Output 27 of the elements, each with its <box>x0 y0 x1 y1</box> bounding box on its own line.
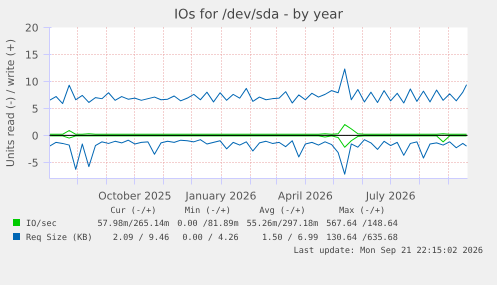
x-tick-label: July 2026 <box>364 190 416 202</box>
y-tick-label: 5 <box>32 102 38 116</box>
y-tick-label: 0 <box>32 129 39 142</box>
legend-label: IO/sec <box>25 218 58 232</box>
text: 567.64 /148.64 <box>325 218 399 232</box>
y-tick-label: 15 <box>24 48 39 62</box>
x-tick-label: October 2025 <box>98 190 172 202</box>
chart-title: IOs for /dev/sda - by year <box>174 8 344 22</box>
legend-label: Req Size (KB) <box>25 232 94 246</box>
text: Avg (-/+) <box>258 205 306 218</box>
y-axis-title: Units read (-) / write (+) <box>4 39 17 167</box>
y-tick-label: 20 <box>24 22 39 34</box>
text: 2.09 / 9.46 <box>112 232 170 246</box>
text: 130.64 /635.68 <box>325 232 399 246</box>
text: Cur (-/+) <box>109 205 158 218</box>
text: 55.26m/297.18m <box>246 218 320 232</box>
x-tick-label: January 2026 <box>184 190 257 202</box>
text: Min (-/+) <box>184 205 232 218</box>
text: 57.98m/265.14m <box>96 218 170 232</box>
y-tick-label: 10 <box>24 75 39 88</box>
text: 0.00 /81.89m <box>176 218 240 232</box>
text: Last update: Mon Sep 21 22:15:02 2026 <box>292 245 484 258</box>
y-tick-label: -5 <box>28 156 39 170</box>
text: Max (-/+) <box>338 205 386 218</box>
text: 1.50 / 6.99 <box>260 232 320 246</box>
text: 0.00 / 4.26 <box>181 232 240 246</box>
x-tick-label: April 2026 <box>278 190 334 202</box>
